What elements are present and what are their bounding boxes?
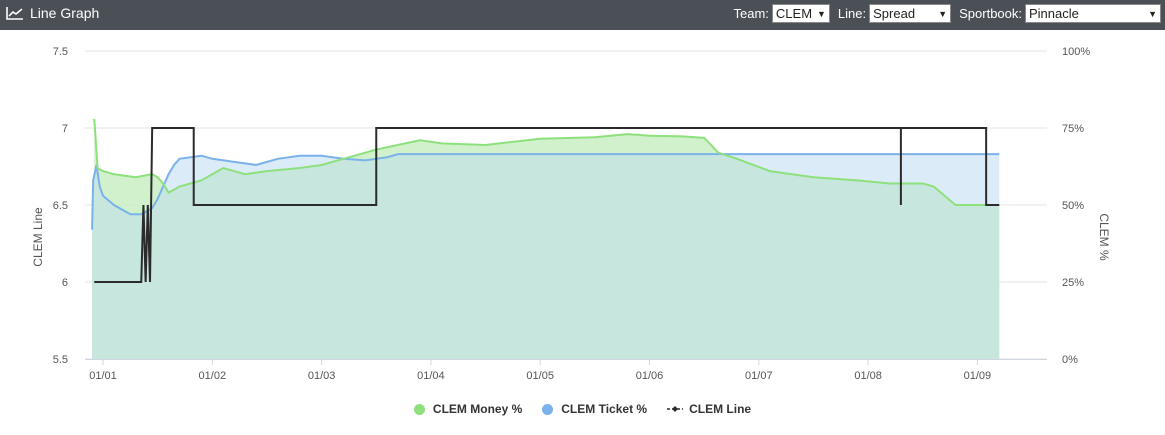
x-tick-label: 01/01 xyxy=(89,370,117,382)
y-tick-label: 5.5 xyxy=(53,354,68,366)
axes-layer: 7.5 100% 7 75% 6.5 50% 6 25% 5.5 0% 01/01 01/02 01/0… xyxy=(53,46,1091,382)
y-tick-label: 6.5 xyxy=(53,200,68,212)
y2-tick-label: 25% xyxy=(1062,277,1084,289)
chart-legend: CLEM Money % CLEM Ticket % CLEM Line xyxy=(0,402,1165,416)
team-select-value: CLEM xyxy=(775,6,813,21)
legend-line-label: CLEM Line xyxy=(689,402,752,416)
sportbook-label: Sportbook: xyxy=(959,6,1022,21)
overlap-area xyxy=(92,154,1000,359)
sportbook-select[interactable]: Pinnacle ▼ xyxy=(1025,4,1161,23)
money-series-line xyxy=(93,118,1000,206)
y-axis-title: CLEM Line xyxy=(31,207,45,267)
legend-ticket-marker xyxy=(542,403,554,415)
x-tick-label: 01/06 xyxy=(636,370,664,382)
y-tick-label: 6 xyxy=(62,277,68,289)
line-select-value: Spread xyxy=(873,6,916,21)
legend-ticket-label: CLEM Ticket % xyxy=(561,402,648,416)
series-layer xyxy=(91,118,1000,283)
team-label: Team: xyxy=(733,6,769,21)
x-tick-label: 01/03 xyxy=(308,370,336,382)
x-tick-label: 01/05 xyxy=(526,370,554,382)
x-tick-label: 01/07 xyxy=(745,370,773,382)
x-tick-label: 01/02 xyxy=(199,370,227,382)
y-tick-label: 7.5 xyxy=(53,46,68,58)
title-group: Line Graph xyxy=(6,5,99,21)
sportbook-select-value: Pinnacle xyxy=(1029,6,1079,21)
clem-line-series xyxy=(94,127,1000,283)
chevron-down-icon: ▼ xyxy=(817,8,826,19)
ticket-series-line xyxy=(91,153,1000,230)
legend-item-ticket[interactable]: CLEM Ticket % xyxy=(542,402,647,416)
team-select[interactable]: CLEM ▼ xyxy=(771,4,830,23)
legend-item-line[interactable]: CLEM Line xyxy=(667,402,751,416)
y-tick-label: 7 xyxy=(62,123,68,135)
line-chart-icon xyxy=(6,7,23,20)
y2-tick-label: 50% xyxy=(1062,200,1084,212)
line-marker-icon xyxy=(667,406,684,412)
line-label: Line: xyxy=(837,6,867,21)
chart-header: Line Graph Team: CLEM ▼ Line: Spread ▼ S… xyxy=(0,0,1165,30)
chevron-down-icon: ▼ xyxy=(1148,8,1157,19)
chart-title: Line Graph xyxy=(30,5,100,21)
legend-money-marker xyxy=(413,403,425,415)
line-chart: 7.5 100% 7 75% 6.5 50% 6 25% 5.5 0% 01/01 01/02 01/0… xyxy=(31,46,1111,382)
legend-item-money[interactable]: CLEM Money % xyxy=(413,402,523,416)
chevron-down-icon: ▼ xyxy=(938,8,948,19)
y2-tick-label: 0% xyxy=(1062,354,1078,366)
legend-money-label: CLEM Money % xyxy=(432,402,523,416)
y2-tick-label: 100% xyxy=(1062,46,1090,58)
line-select[interactable]: Spread ▼ xyxy=(869,4,952,23)
x-tick-label: 01/08 xyxy=(854,370,882,382)
x-tick-label: 01/09 xyxy=(964,370,992,382)
chart-controls: Team: CLEM ▼ Line: Spread ▼ Sportbook: P… xyxy=(726,4,1161,23)
x-tick-label: 01/04 xyxy=(417,370,445,382)
y2-tick-label: 75% xyxy=(1062,123,1084,135)
y2-axis-title: CLEM % xyxy=(1097,213,1111,261)
